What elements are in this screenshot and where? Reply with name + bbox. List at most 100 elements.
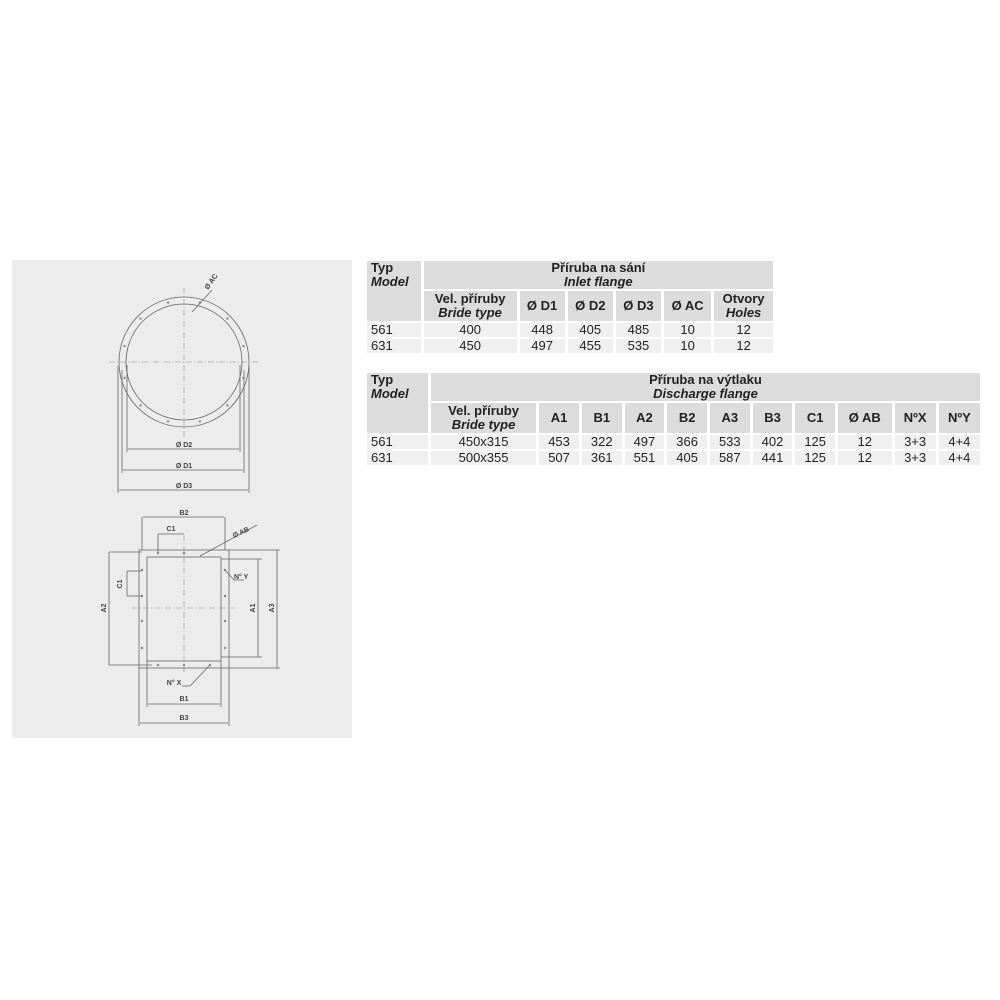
table-cell: 3+3 [894, 451, 936, 465]
table-cell: 551 [624, 451, 665, 465]
table-cell: 4+4 [938, 451, 980, 465]
table-cell: 561 [367, 323, 421, 337]
column-header: Ø D3 [615, 291, 662, 321]
table-cell: 535 [615, 339, 662, 353]
table-cell: 405 [567, 323, 613, 337]
c1-top-label: C1 [167, 526, 176, 533]
model-header: Typ Model [367, 373, 428, 433]
table-cell: 12 [714, 339, 773, 353]
nx-label: N° X [167, 679, 182, 687]
discharge-flange-table: Typ Model Příruba na výtlaku Discharge fla… [364, 371, 983, 467]
bolt-hole [242, 344, 245, 348]
a2-label: A2 [101, 603, 108, 612]
b2-label: B2 [180, 510, 189, 517]
table-cell: 125 [795, 435, 836, 449]
bolt-hole [140, 646, 144, 650]
table-cell: 10 [664, 323, 712, 337]
bolt-hole [140, 568, 144, 572]
b1-label: B1 [180, 696, 189, 703]
table-row: 631 450 497 455 535 10 12 [367, 339, 773, 353]
bolt-hole [166, 420, 170, 423]
table-cell: 361 [581, 451, 622, 465]
d1-label: Ø D1 [176, 463, 192, 470]
discharge-flange-view: B2 C1 Ø AB N° Y C1 A2 A1 A3 N° X B1 B3 [101, 510, 280, 726]
column-header: Vel. příruby Bride type [423, 291, 517, 321]
table-cell: 12 [714, 323, 773, 337]
bolt-hole [166, 301, 170, 304]
bolt-hole [123, 344, 126, 348]
bolt-hole [156, 551, 160, 555]
c1-side-label: C1 [117, 579, 124, 588]
table-cell: 405 [667, 451, 707, 465]
table-cell: 453 [539, 435, 579, 449]
flange-dimension-drawing: Ø D2 Ø D1 Ø D3 Ø AC B2 C1 Ø AB N° Y C1 A… [101, 273, 280, 726]
table-cell: 366 [667, 435, 707, 449]
ac-label: Ø AC [204, 273, 220, 291]
table-cell: 448 [519, 323, 565, 337]
table-cell: 4+4 [938, 435, 980, 449]
table-row: 561 400 448 405 485 10 12 [367, 323, 773, 337]
column-header: Ø AC [664, 291, 712, 321]
table-row: 631 500x355 507 361 551 405 587 441 125 12 3+3 4+4 [367, 451, 980, 465]
bolt-hole [223, 619, 227, 623]
table-cell: 561 [367, 435, 428, 449]
table-cell: 455 [567, 339, 613, 353]
table-cell: 3+3 [894, 435, 936, 449]
bolt-hole [198, 420, 202, 423]
table-cell: 485 [615, 323, 662, 337]
bolt-hole [226, 404, 229, 407]
table-cell: 497 [519, 339, 565, 353]
group-header: Příruba na sání Inlet flange [423, 261, 773, 289]
table-cell: 441 [752, 451, 793, 465]
table-row: 561 450x315 453 322 497 366 533 402 125 12 3+3 4+4 [367, 435, 980, 449]
inlet-flange-table: Typ Model Příruba na sání Inlet flange Vel… [364, 259, 776, 355]
column-header: Vel. příruby Bride type [430, 403, 537, 433]
bolt-hole [123, 376, 126, 380]
table-cell: 533 [709, 435, 750, 449]
column-header: Ø AB [838, 403, 892, 433]
ab-label: Ø AB [232, 526, 251, 540]
inlet-flange-view: Ø D2 Ø D1 Ø D3 Ø AC [109, 273, 259, 493]
table-cell: 507 [539, 451, 579, 465]
column-header: C1 [795, 403, 836, 433]
bolt-hole [223, 594, 227, 598]
bolt-hole [156, 663, 160, 667]
table-cell: 402 [752, 435, 793, 449]
bolt-hole [139, 317, 142, 320]
column-header: NºY [938, 403, 980, 433]
table-cell: 400 [423, 323, 517, 337]
column-header: NºX [894, 403, 936, 433]
column-header: A3 [709, 403, 750, 433]
column-header: A2 [624, 403, 665, 433]
column-header: B1 [581, 403, 622, 433]
table-cell: 631 [367, 451, 428, 465]
column-header: B3 [752, 403, 793, 433]
column-header: A1 [539, 403, 579, 433]
table-cell: 631 [367, 339, 421, 353]
table-cell: 12 [838, 451, 892, 465]
a3-label: A3 [269, 603, 276, 612]
d2-label: Ø D2 [176, 442, 192, 449]
bolt-hole [140, 619, 144, 623]
bolt-hole [223, 646, 227, 650]
table-cell: 587 [709, 451, 750, 465]
group-header: Příruba na výtlaku Discharge flange [430, 373, 980, 401]
table-cell: 450 [423, 339, 517, 353]
table-cell: 10 [664, 339, 712, 353]
d3-label: Ø D3 [176, 483, 192, 490]
column-header: Ø D2 [567, 291, 613, 321]
table-cell: 450x315 [430, 435, 537, 449]
model-header: Typ Model [367, 261, 421, 321]
bolt-hole [139, 404, 142, 407]
a1-label: A1 [250, 603, 257, 612]
table-cell: 125 [795, 451, 836, 465]
ny-label: N° Y [234, 573, 249, 581]
table-cell: 500x355 [430, 451, 537, 465]
column-header: B2 [667, 403, 707, 433]
bolt-hole [226, 317, 229, 320]
bolt-hole [182, 551, 186, 555]
table-cell: 322 [581, 435, 622, 449]
b3-label: B3 [180, 715, 189, 722]
column-header: Ø D1 [519, 291, 565, 321]
bolt-hole [182, 663, 186, 667]
